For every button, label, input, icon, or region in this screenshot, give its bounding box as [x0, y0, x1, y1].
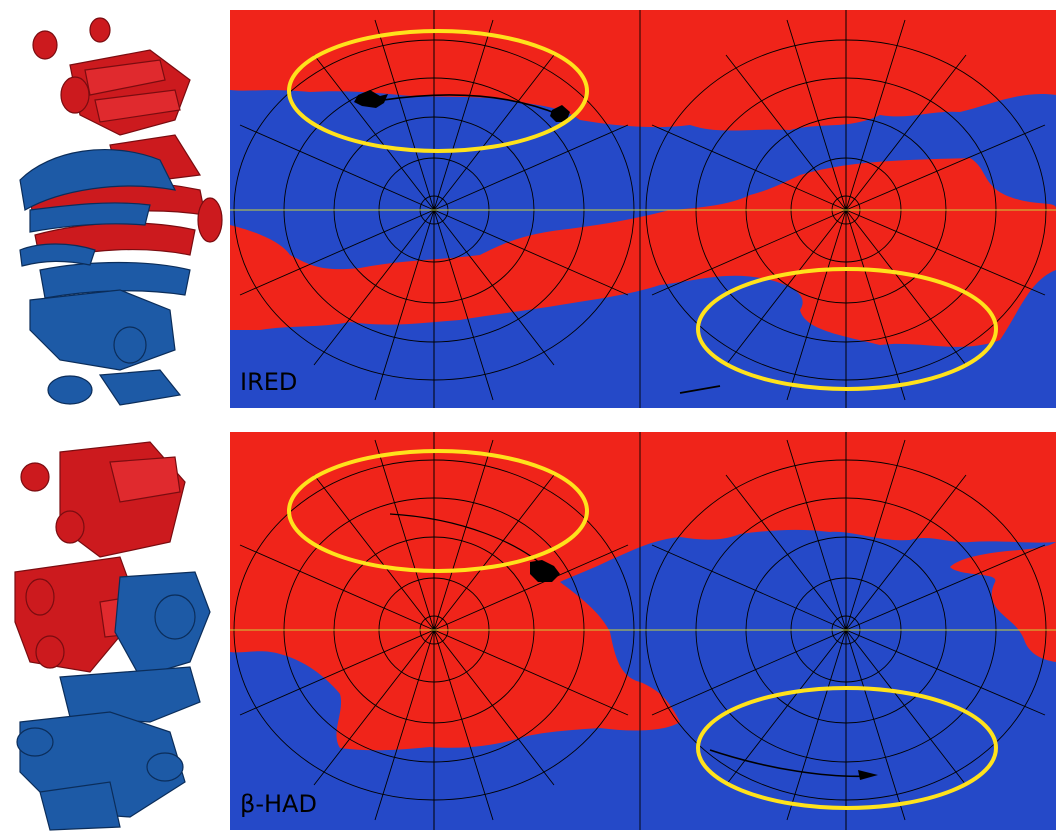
domain-a-region-right: [950, 542, 1056, 662]
beta-had-highlight-upper-left: [287, 449, 589, 573]
beta-had-trajectory-lower: [709, 749, 871, 778]
domain-a-region: [230, 432, 1056, 751]
ired-surface-map: [230, 10, 1056, 408]
ired-trajectory-start: [354, 90, 388, 108]
beta-had-panel-label: β-HAD: [240, 790, 317, 818]
ired-protein-structure: [19, 17, 223, 406]
beta-had-trajectory-arrow: [858, 770, 878, 780]
ired-trajectory-tail: [679, 385, 721, 394]
beta-had-highlight-lower-right: [696, 686, 998, 810]
ired-highlight-upper-left: [287, 29, 589, 153]
beta-had-trajectory-start: [530, 560, 560, 582]
beta-had-surface-map: [230, 432, 1056, 830]
ired-blue-domain: [19, 149, 191, 406]
beta-had-blue-domain: [16, 571, 211, 831]
ired-highlight-lower-right: [696, 267, 998, 391]
ired-trajectory-end: [550, 105, 570, 122]
ired-trajectory-path: [369, 94, 561, 116]
ired-panel-label: IRED: [240, 368, 298, 396]
beta-had-protein-structure: [14, 441, 211, 831]
